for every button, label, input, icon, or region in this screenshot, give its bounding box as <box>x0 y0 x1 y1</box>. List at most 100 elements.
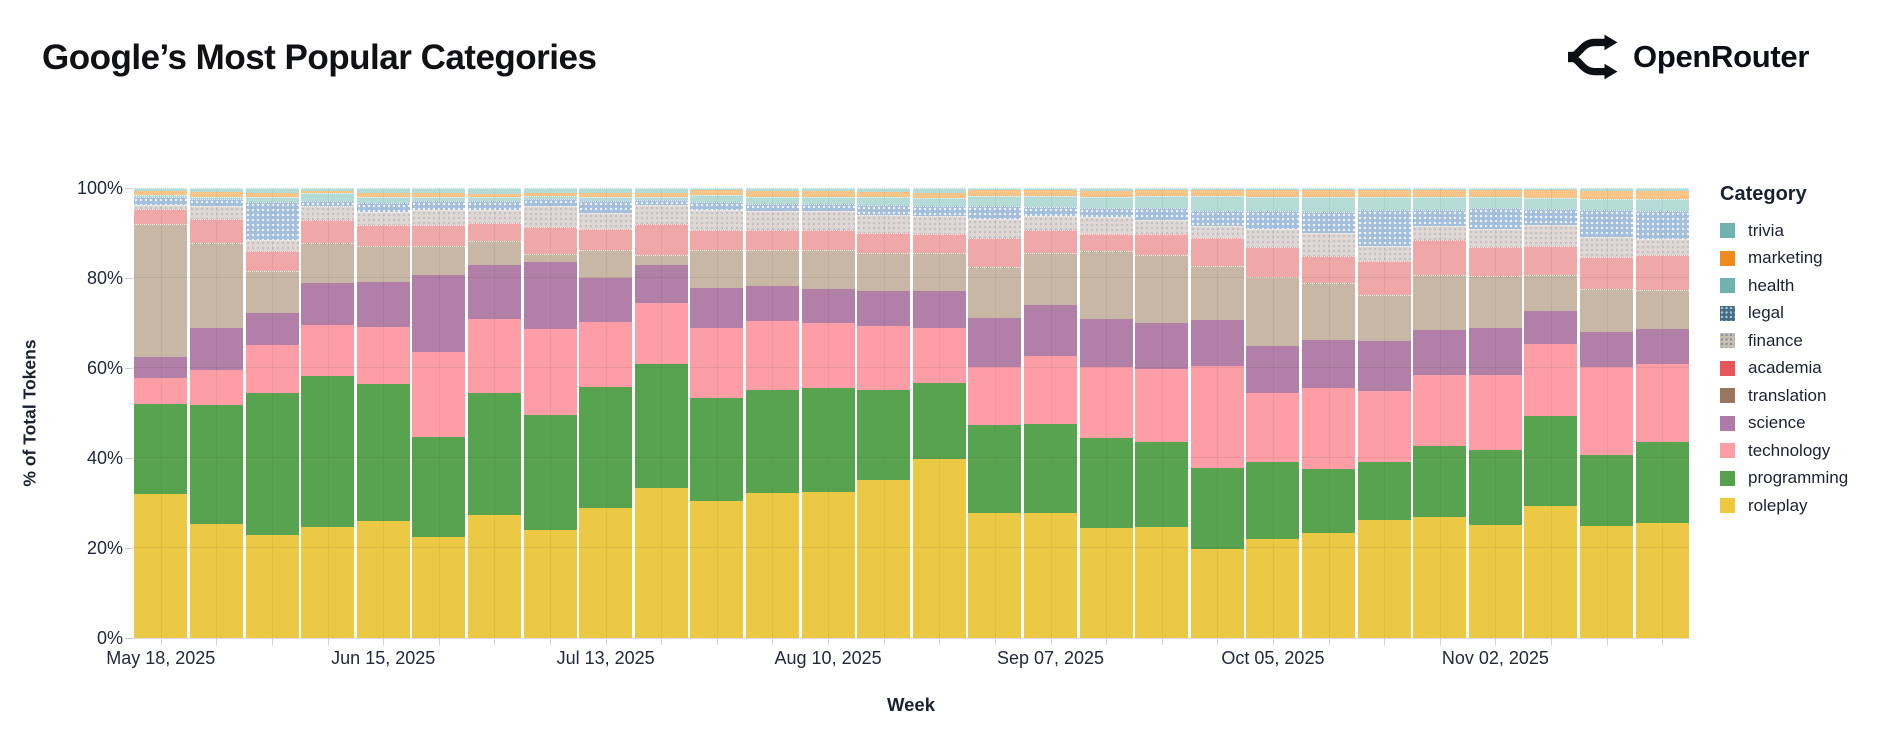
bar-segment-health[interactable] <box>1635 199 1689 212</box>
bar-segment-legal[interactable] <box>1357 209 1411 246</box>
bar-segment-marketing[interactable] <box>412 192 466 197</box>
bar-segment-translation[interactable] <box>412 246 466 275</box>
bar-segment-programming[interactable] <box>523 414 577 530</box>
bar-segment-roleplay[interactable] <box>801 491 855 638</box>
bar-segment-roleplay[interactable] <box>1357 520 1411 638</box>
bar-segment-translation[interactable] <box>1135 255 1189 323</box>
bar-segment-science[interactable] <box>1580 332 1634 367</box>
bar-segment-marketing[interactable] <box>1024 189 1077 197</box>
bar-segment-technology[interactable] <box>1580 366 1634 455</box>
bar-segment-academia[interactable] <box>1190 238 1244 266</box>
bar-segment-finance[interactable] <box>1135 219 1189 234</box>
bar-segment-health[interactable] <box>301 193 355 202</box>
bar-segment-programming[interactable] <box>1635 441 1689 523</box>
bar-segment-finance[interactable] <box>189 205 243 220</box>
bar-segment-finance[interactable] <box>690 210 744 230</box>
bar-segment-trivia[interactable] <box>801 188 855 191</box>
bar-segment-translation[interactable] <box>1413 275 1467 331</box>
bar-segment-science[interactable] <box>134 357 188 379</box>
bar-segment-programming[interactable] <box>1580 454 1634 526</box>
bar-segment-health[interactable] <box>857 197 911 206</box>
bar-segment-science[interactable] <box>1135 322 1189 370</box>
bar-segment-programming[interactable] <box>1302 469 1356 534</box>
bar-segment-marketing[interactable] <box>579 193 633 197</box>
bar-segment-translation[interactable] <box>1468 276 1522 329</box>
bar-segment-health[interactable] <box>467 196 521 202</box>
bar-segment-health[interactable] <box>1357 196 1411 210</box>
bar-segment-academia[interactable] <box>1580 257 1634 290</box>
bar-segment-trivia[interactable] <box>467 188 521 194</box>
bar-segment-health[interactable] <box>1580 199 1634 211</box>
bar-segment-trivia[interactable] <box>579 188 633 194</box>
bar-segment-translation[interactable] <box>134 223 188 358</box>
bar-segment-science[interactable] <box>356 282 410 327</box>
bar-segment-trivia[interactable] <box>1246 188 1300 190</box>
bar-segment-roleplay[interactable] <box>1468 525 1522 638</box>
bar-week-jun-01-2025[interactable] <box>245 188 299 638</box>
bar-segment-programming[interactable] <box>1357 461 1411 521</box>
bar-segment-finance[interactable] <box>134 205 188 210</box>
bar-segment-academia[interactable] <box>690 229 744 250</box>
bar-segment-marketing[interactable] <box>1524 189 1578 198</box>
bar-segment-finance[interactable] <box>1580 236 1634 258</box>
bar-segment-academia[interactable] <box>245 251 299 272</box>
bar-segment-marketing[interactable] <box>301 190 355 194</box>
bar-segment-roleplay[interactable] <box>356 520 410 638</box>
bar-segment-programming[interactable] <box>1468 450 1522 526</box>
bar-segment-marketing[interactable] <box>245 192 299 197</box>
bar-segment-translation[interactable] <box>1580 289 1634 333</box>
bar-segment-programming[interactable] <box>1413 446 1467 517</box>
bar-segment-programming[interactable] <box>1079 438 1133 529</box>
bar-week-oct-19-2025[interactable] <box>1357 188 1411 638</box>
bar-segment-legal[interactable] <box>1635 211 1689 239</box>
bar-segment-programming[interactable] <box>1524 416 1578 507</box>
bar-segment-science[interactable] <box>1024 304 1077 357</box>
bar-segment-legal[interactable] <box>356 202 410 212</box>
bar-segment-health[interactable] <box>1135 196 1189 209</box>
bar-segment-roleplay[interactable] <box>523 529 577 638</box>
bar-week-jun-22-2025[interactable] <box>412 188 466 638</box>
bar-segment-academia[interactable] <box>301 219 355 244</box>
bar-segment-science[interactable] <box>1468 328 1522 375</box>
bar-week-oct-05-2025[interactable] <box>1246 188 1300 638</box>
bar-segment-trivia[interactable] <box>1135 188 1189 190</box>
bar-week-sep-14-2025[interactable] <box>1079 188 1133 638</box>
bar-segment-science[interactable] <box>1302 340 1356 389</box>
bar-segment-programming[interactable] <box>1246 462 1300 539</box>
bar-segment-science[interactable] <box>1635 329 1689 364</box>
bar-segment-translation[interactable] <box>1635 290 1689 330</box>
bar-segment-science[interactable] <box>189 328 243 371</box>
bar-segment-academia[interactable] <box>968 237 1022 267</box>
bar-segment-technology[interactable] <box>801 323 855 389</box>
bar-segment-science[interactable] <box>523 261 577 330</box>
bar-segment-technology[interactable] <box>134 378 188 404</box>
bar-segment-finance[interactable] <box>523 205 577 227</box>
bar-segment-programming[interactable] <box>801 388 855 492</box>
bar-segment-trivia[interactable] <box>1190 188 1244 191</box>
bar-segment-technology[interactable] <box>1024 356 1077 424</box>
bar-segment-academia[interactable] <box>412 224 466 247</box>
bar-segment-technology[interactable] <box>301 324 355 377</box>
bar-segment-finance[interactable] <box>968 219 1022 238</box>
bar-segment-technology[interactable] <box>523 329 577 415</box>
bar-segment-programming[interactable] <box>690 397 744 502</box>
bar-segment-technology[interactable] <box>1079 366 1133 439</box>
bar-segment-health[interactable] <box>1413 196 1467 211</box>
bar-segment-programming[interactable] <box>1135 441 1189 528</box>
bar-segment-legal[interactable] <box>412 200 466 211</box>
bar-segment-roleplay[interactable] <box>189 523 243 638</box>
bar-week-jul-13-2025[interactable] <box>579 188 633 638</box>
bar-segment-legal[interactable] <box>1580 210 1634 237</box>
bar-segment-legal[interactable] <box>134 197 188 206</box>
bar-segment-marketing[interactable] <box>1302 190 1356 198</box>
bar-segment-translation[interactable] <box>857 252 911 291</box>
bar-segment-marketing[interactable] <box>912 192 966 199</box>
bar-segment-legal[interactable] <box>1135 208 1189 220</box>
bar-segment-science[interactable] <box>1524 311 1578 345</box>
bar-segment-health[interactable] <box>579 196 633 201</box>
bar-segment-trivia[interactable] <box>245 188 299 193</box>
bar-segment-marketing[interactable] <box>801 190 855 197</box>
bar-segment-translation[interactable] <box>579 250 633 279</box>
bar-segment-legal[interactable] <box>579 200 633 213</box>
bar-segment-translation[interactable] <box>690 249 744 288</box>
